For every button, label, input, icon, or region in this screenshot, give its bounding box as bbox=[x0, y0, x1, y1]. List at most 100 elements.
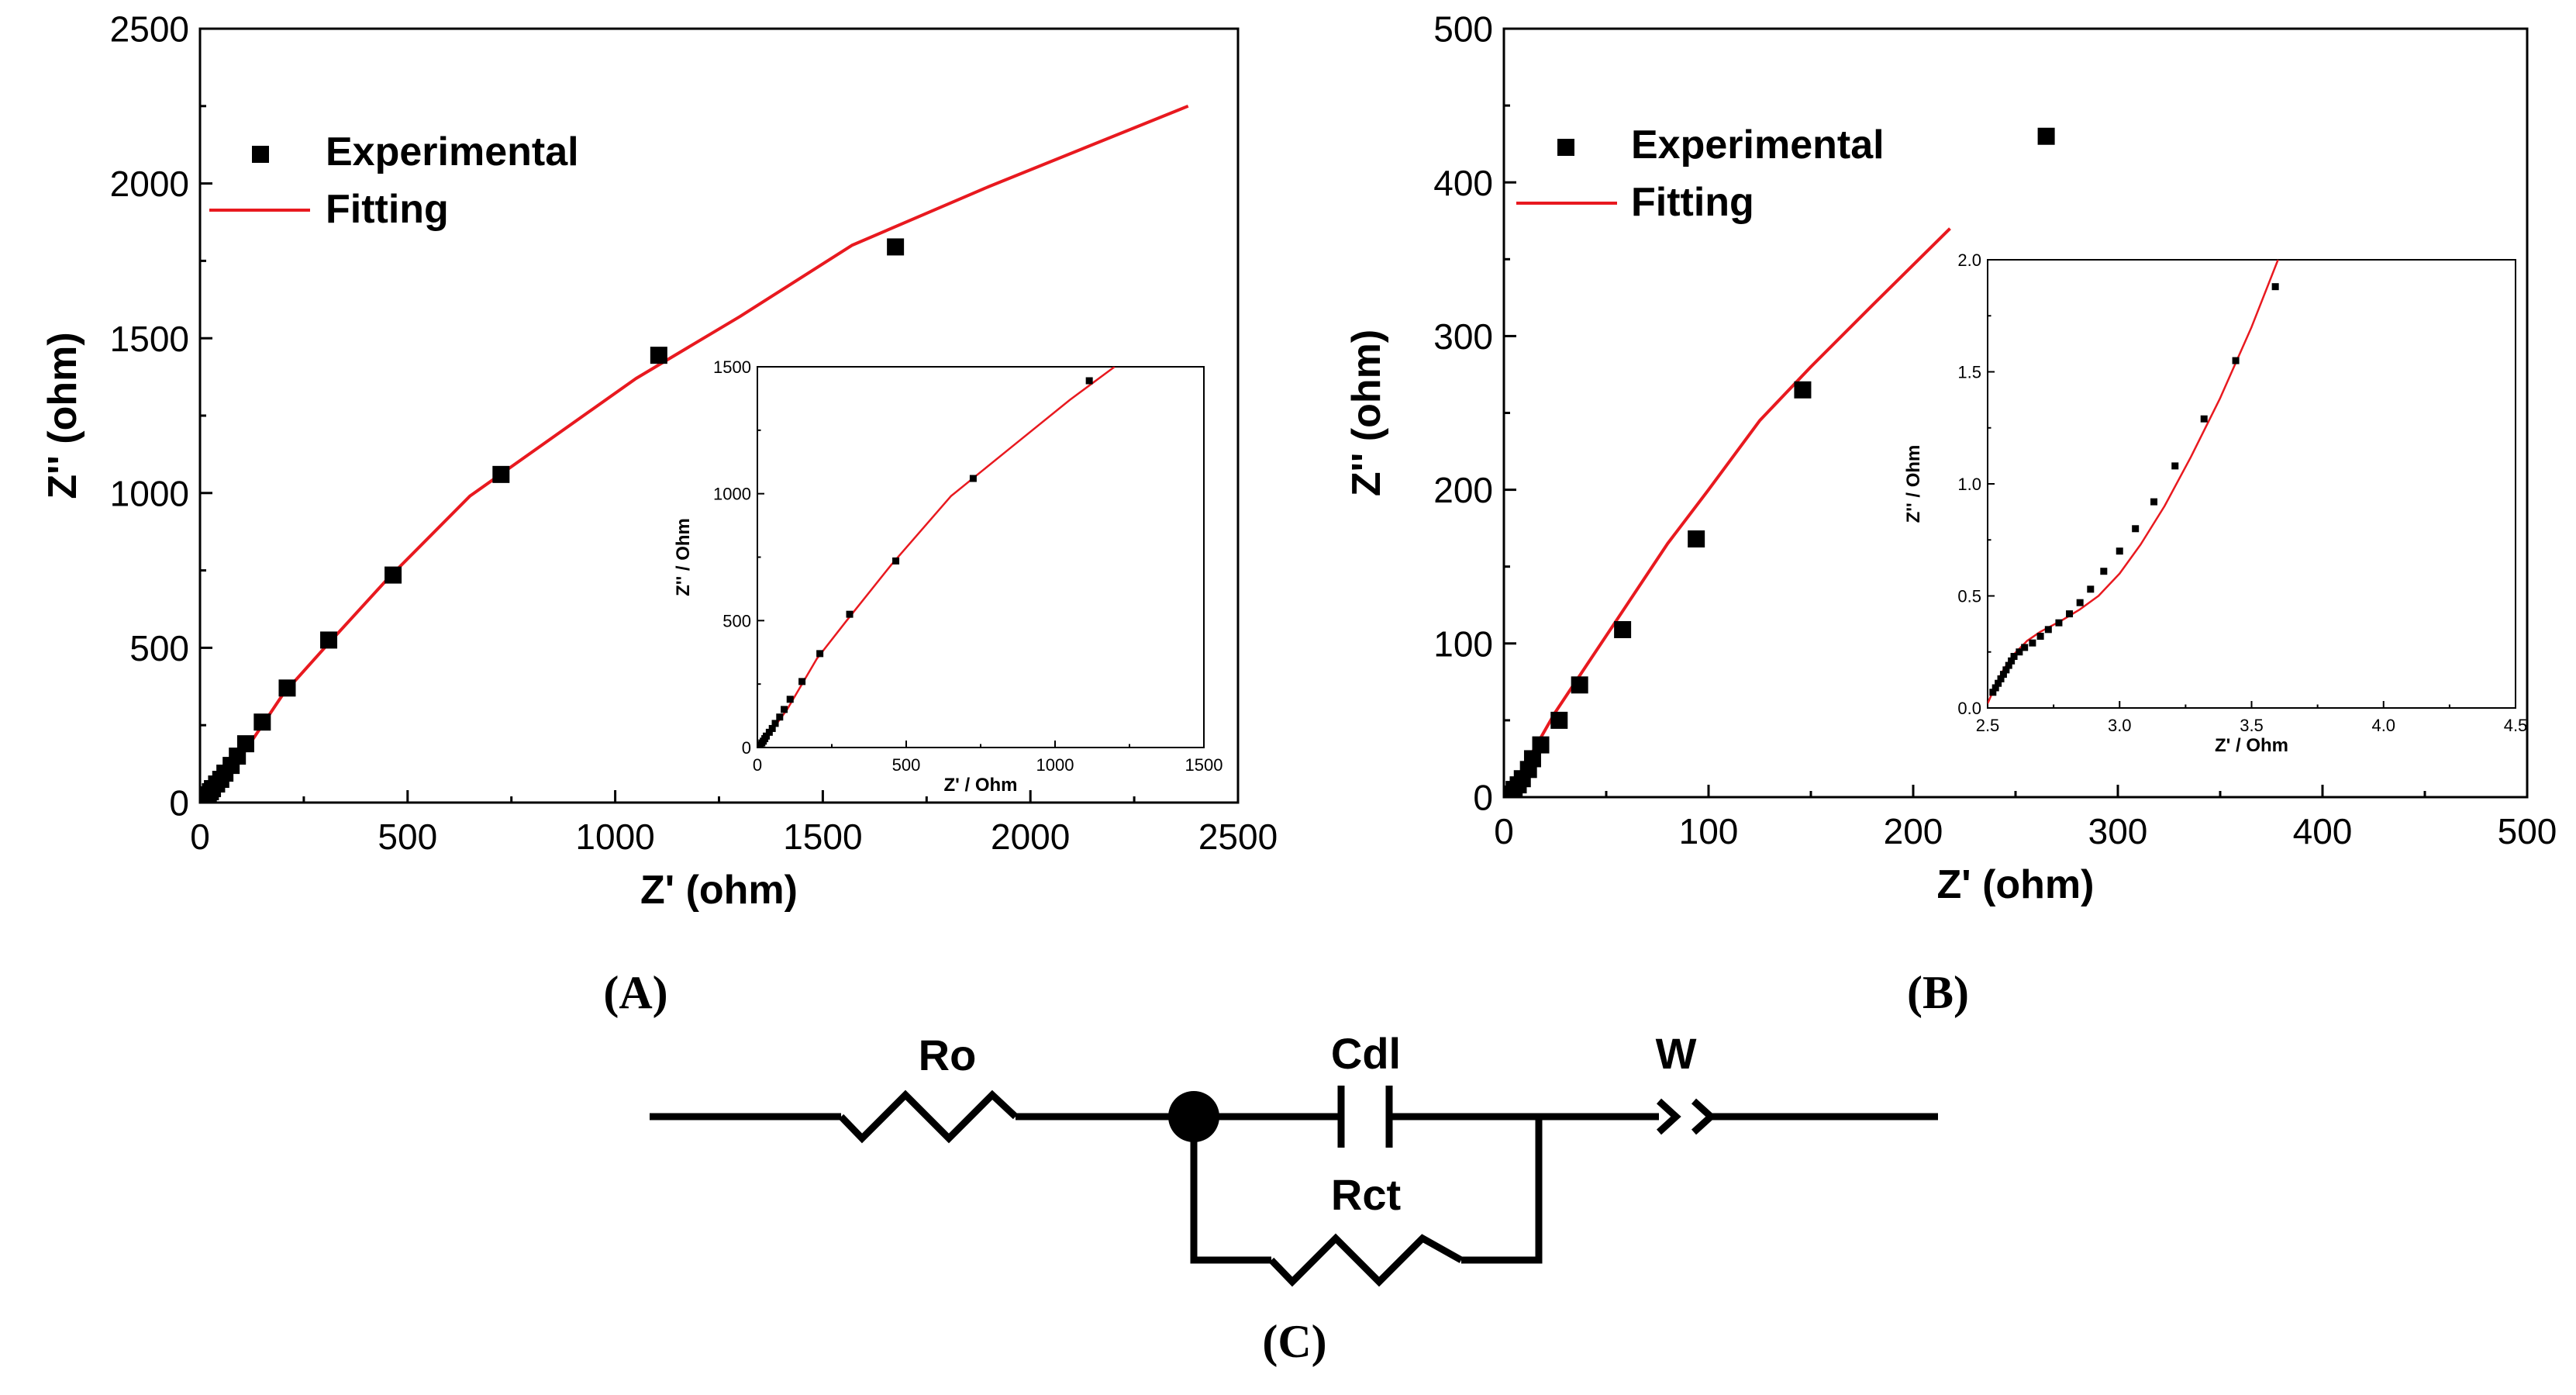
a-data-layer bbox=[200, 104, 1189, 803]
a-inset-experimental-point bbox=[763, 732, 771, 740]
a-y-tick-label: 500 bbox=[129, 628, 189, 668]
a-inset-x-tick-label: 0 bbox=[753, 755, 762, 775]
a-inset-y-tick-label: 500 bbox=[722, 611, 751, 630]
b-inset-y-tick-label: 2.0 bbox=[1957, 250, 1981, 270]
a-inset-experimental-point bbox=[798, 678, 806, 685]
b-inset-experimental-point bbox=[2150, 498, 2158, 506]
a-y-tick-label: 0 bbox=[169, 783, 189, 824]
b-x-tick-label: 500 bbox=[2498, 811, 2557, 851]
legend-label-fitting: Fitting bbox=[1631, 180, 1754, 225]
legend-label-fitting: Fitting bbox=[326, 187, 449, 232]
b-experimental-point bbox=[1688, 530, 1705, 548]
legend-marker-experimental bbox=[252, 146, 269, 163]
a-x-tick-label: 500 bbox=[378, 817, 437, 857]
b-inset-x-tick-label: 4.5 bbox=[2504, 716, 2528, 735]
b-y-axis-title: Z'' (ohm) bbox=[1344, 330, 1389, 496]
b-inset-experimental-point bbox=[1995, 679, 2002, 687]
panel-a-chart: 0 500 1000 1500 2000 2500 0 500 1000 1500 2000 2500… bbox=[40, 9, 1278, 913]
legend-marker-experimental bbox=[1557, 139, 1574, 156]
b-inset-y-tick-label: 1.5 bbox=[1957, 362, 1981, 382]
b-inset-data-layer bbox=[1988, 260, 2279, 704]
b-inset-experimental-point bbox=[2010, 653, 2018, 661]
a-inset-experimental-point bbox=[776, 713, 784, 721]
b-inset-experimental-point bbox=[2002, 666, 2010, 674]
b-x-tick-label: 400 bbox=[2293, 811, 2353, 851]
b-inset-x-axis-title: Z' / Ohm bbox=[2215, 735, 2288, 756]
b-inset-experimental-point bbox=[2087, 585, 2095, 593]
b-inset-y-tick-label: 1.0 bbox=[1957, 475, 1981, 494]
b-inset-y-tick-label: 0.0 bbox=[1957, 699, 1981, 718]
b-inset-experimental-point bbox=[2132, 525, 2140, 533]
b-experimental-point bbox=[2037, 127, 2055, 145]
b-y-tick-label: 0 bbox=[1473, 778, 1493, 818]
a-experimental-point bbox=[320, 631, 338, 649]
a-inset-fitting-line bbox=[757, 367, 1116, 748]
b-fitting-line bbox=[1504, 227, 1951, 797]
label-r0: Ro bbox=[919, 1031, 977, 1079]
circuit-wire-parallel bbox=[1190, 1113, 1659, 1264]
b-experimental-point bbox=[1523, 750, 1541, 768]
b-inset-x-tick-label: 3.0 bbox=[2108, 716, 2132, 735]
b-inset-experimental-point bbox=[2200, 415, 2208, 423]
resistor-rct bbox=[1268, 1233, 1464, 1287]
a-inset-x-tick-label: 1000 bbox=[1036, 755, 1074, 775]
a-y-tick-label: 1500 bbox=[110, 319, 189, 359]
a-y-tick-label: 2000 bbox=[110, 164, 189, 204]
a-x-tick-label: 2500 bbox=[1198, 817, 1278, 857]
b-inset-experimental-point bbox=[1997, 675, 2005, 682]
panel-b-chart: 0 100 200 300 400 500 0 100 200 300 400 500 Z' (ohm)… bbox=[1344, 9, 2557, 907]
b-experimental-point bbox=[1614, 620, 1632, 638]
label-w: W bbox=[1656, 1029, 1697, 1078]
a-inset-y-tick-label: 1500 bbox=[713, 357, 751, 377]
label-cdl: Cdl bbox=[1331, 1029, 1401, 1078]
a-x-tick-label: 1500 bbox=[783, 817, 862, 857]
a-experimental-point bbox=[253, 713, 271, 731]
b-inset-experimental-point bbox=[2116, 547, 2123, 555]
a-experimental-point bbox=[492, 465, 510, 483]
b-inset-experimental-point bbox=[2076, 599, 2084, 606]
a-inset-data-layer bbox=[757, 367, 1116, 748]
b-inset-experimental-point bbox=[2008, 657, 2016, 665]
b-y-tick-label: 500 bbox=[1433, 9, 1493, 50]
b-x-tick-label: 200 bbox=[1884, 811, 1943, 851]
b-inset-experimental-point bbox=[2271, 283, 2279, 291]
b-x-axis-title: Z' (ohm) bbox=[1937, 862, 2095, 907]
a-experimental-point bbox=[236, 735, 254, 753]
equivalent-circuit bbox=[650, 1086, 1938, 1287]
b-data-layer bbox=[1504, 127, 2055, 797]
a-y-axis-title: Z'' (ohm) bbox=[40, 332, 85, 499]
capacitor-cdl bbox=[1337, 1086, 1393, 1148]
b-inset-experimental-point bbox=[2066, 610, 2074, 618]
b-y-tick-label: 300 bbox=[1433, 316, 1493, 357]
b-inset-x-tick-label: 3.5 bbox=[2240, 716, 2264, 735]
b-inset-experimental-point bbox=[2036, 633, 2044, 641]
a-inset-experimental-point bbox=[786, 696, 794, 703]
a-inset-experimental-point bbox=[765, 728, 773, 736]
b-experimental-point bbox=[1532, 736, 1550, 754]
circuit-node bbox=[1168, 1091, 1219, 1142]
a-inset-x-tick-label: 1500 bbox=[1185, 755, 1223, 775]
b-experimental-point bbox=[1794, 381, 1812, 399]
b-inset-y-tick-label: 0.5 bbox=[1957, 586, 1981, 606]
a-y-tick-label: 2500 bbox=[110, 9, 189, 50]
a-inset-experimental-point bbox=[969, 475, 977, 482]
a-inset-experimental-point bbox=[1085, 377, 1093, 385]
b-inset-experimental-point bbox=[2016, 648, 2023, 656]
warburg-element-w bbox=[1656, 1098, 1716, 1135]
b-inset-experimental-point bbox=[2171, 462, 2179, 470]
a-inset-y-axis-title: Z'' / Ohm bbox=[673, 518, 694, 596]
a-inset-experimental-point bbox=[846, 610, 853, 618]
a-experimental-point bbox=[887, 238, 905, 256]
b-inset-experimental-point bbox=[2100, 568, 2108, 575]
a-y-tick-label: 1000 bbox=[110, 473, 189, 513]
a-inset-y-tick-label: 0 bbox=[742, 738, 751, 758]
label-rct: Rct bbox=[1331, 1170, 1401, 1219]
a-experimental-point bbox=[650, 347, 667, 364]
b-inset-experimental-point bbox=[2055, 619, 2063, 627]
b-inset-experimental-point bbox=[2232, 357, 2240, 364]
a-x-tick-label: 1000 bbox=[575, 817, 654, 857]
b-inset-experimental-point bbox=[2021, 644, 2029, 651]
a-inset-y-tick-label: 1000 bbox=[713, 485, 751, 504]
b-inset-x-tick-label: 2.5 bbox=[1976, 716, 2000, 735]
